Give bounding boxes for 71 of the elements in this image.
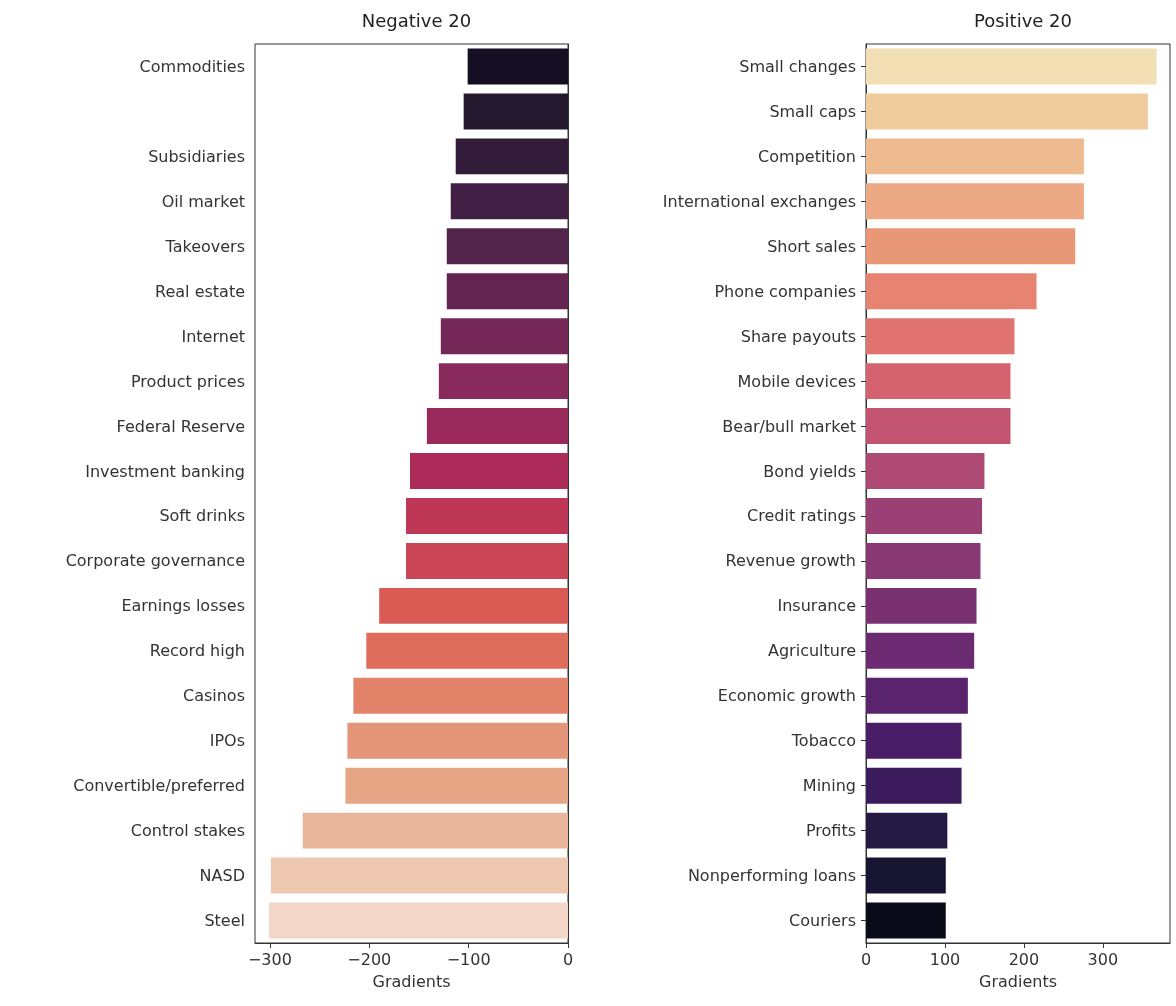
bar — [866, 902, 946, 939]
y-tick-label: Steel — [204, 911, 245, 931]
y-tick-label: Small caps — [769, 101, 856, 121]
y-tick-label: Mining — [802, 776, 856, 796]
y-tick-label: Casinos — [182, 686, 245, 706]
bar — [866, 857, 946, 894]
bar — [866, 498, 983, 534]
bar — [866, 677, 968, 714]
bar — [866, 48, 1157, 85]
y-tick-label: Profits — [805, 821, 856, 841]
bar — [866, 363, 1011, 400]
y-tick-label: Share payouts — [740, 326, 856, 346]
bar — [866, 722, 962, 759]
y-tick-label: Oil market — [161, 191, 245, 211]
x-tick-label: 200 — [1008, 949, 1040, 969]
y-tick-label: Investment banking — [85, 461, 245, 481]
y-tick-label: Credit ratings — [747, 506, 856, 526]
y-tick-label: Earnings losses — [121, 596, 245, 616]
x-tick-label: −200 — [347, 949, 392, 969]
bar — [866, 812, 948, 849]
bar — [866, 542, 981, 579]
y-tick-label: NASD — [199, 866, 245, 886]
y-tick-label: Couriers — [789, 911, 856, 931]
bar — [866, 273, 1037, 310]
bar — [866, 93, 1148, 130]
y-tick-label: IPOs — [209, 731, 245, 751]
chart-title: Positive 20 — [973, 9, 1073, 31]
chart-title: Negative 20 — [361, 9, 472, 31]
y-tick-label: Bond yields — [763, 461, 856, 481]
x-tick-label: 100 — [929, 949, 961, 969]
bar — [866, 183, 1084, 220]
y-tick-label: Agriculture — [768, 641, 856, 661]
bar — [866, 587, 977, 624]
y-tick-label: Commodities — [139, 56, 245, 76]
x-tick-label: 300 — [1087, 949, 1119, 969]
y-tick-label: Subsidiaries — [148, 146, 245, 166]
bar — [866, 453, 985, 490]
y-tick-label: Bear/bull market — [722, 416, 856, 436]
y-tick-label: Record high — [149, 641, 245, 661]
y-tick-label: Phone companies — [714, 281, 856, 301]
x-tick-label: −300 — [247, 949, 292, 969]
bar — [866, 632, 975, 669]
y-tick-label: Nonperforming loans — [687, 866, 856, 886]
y-tick-label: Competition — [758, 146, 856, 166]
y-tick-label: Product prices — [131, 371, 245, 391]
y-tick-label: Economic growth — [717, 686, 856, 706]
bar — [866, 408, 1011, 445]
y-tick-label: Takeovers — [164, 236, 245, 256]
y-tick-label: Convertible/preferred — [73, 776, 245, 796]
x-axis-title: Gradients — [372, 971, 451, 991]
y-tick-label: Insurance — [777, 596, 856, 616]
y-tick-label: Small changes — [739, 56, 856, 76]
y-tick-label: Soft drinks — [159, 506, 245, 526]
y-tick-label: Internet — [181, 326, 245, 346]
y-tick-label: International exchanges — [662, 191, 856, 211]
bar — [866, 138, 1084, 175]
x-tick-label: 0 — [562, 949, 574, 969]
bar — [866, 228, 1076, 265]
x-tick-label: −100 — [446, 949, 491, 969]
y-tick-label: Control stakes — [130, 821, 245, 841]
y-tick-label: Mobile devices — [737, 371, 856, 391]
y-tick-label: Corporate governance — [65, 551, 245, 571]
y-tick-label: Federal Reserve — [116, 416, 245, 436]
x-axis-title: Gradients — [979, 971, 1057, 991]
y-tick-label: Real estate — [155, 281, 245, 301]
y-tick-label: Revenue growth — [725, 551, 856, 571]
x-tick-label: 0 — [860, 949, 872, 969]
y-tick-label: Tobacco — [790, 731, 856, 751]
y-tick-label: Short sales — [767, 236, 856, 256]
bar — [866, 767, 962, 804]
bar — [866, 318, 1015, 355]
